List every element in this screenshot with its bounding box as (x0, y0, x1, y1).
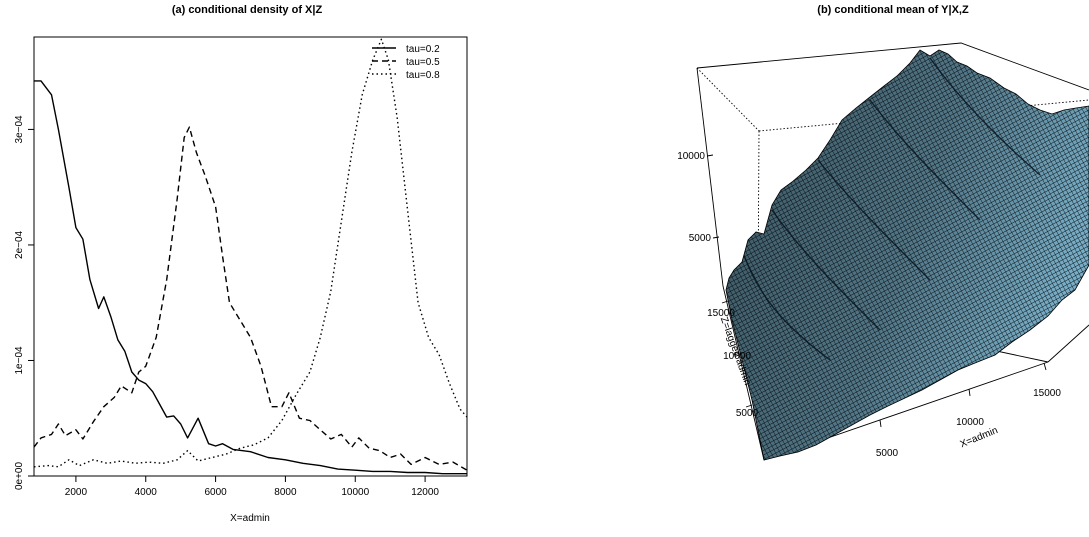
density-x-tick-label: 12000 (411, 487, 439, 498)
density-y-tick-label: 0e+00 (14, 462, 25, 491)
series-line-tau-0-5 (33, 126, 468, 471)
surface-z-ticks (706, 154, 720, 239)
surface-y-tick-label: 15000 (707, 308, 735, 319)
density-y-tick-label: 1e−04 (14, 346, 25, 375)
surface-x-ticks (879, 362, 1047, 428)
density-x-tick-label: 6000 (204, 487, 227, 498)
density-y-tick-label: 2e−04 (14, 230, 25, 259)
surface-y-ticks (721, 300, 753, 408)
density-y-tick-label: 3e−04 (14, 115, 25, 144)
surface-shading (726, 50, 1089, 460)
density-x-tick-label: 10000 (341, 487, 369, 498)
series-line-tau-0-8 (33, 38, 468, 468)
surface-x-tick-label: 5000 (876, 448, 899, 459)
surface-x-tick-label: 15000 (1033, 388, 1061, 399)
density-x-tick-label: 4000 (135, 487, 158, 498)
legend-entry: tau=0.2 (406, 44, 440, 55)
surface-x-tick-label: 10000 (956, 417, 984, 428)
series-line-tau-0-2 (34, 80, 467, 475)
surface-z-tick-label: 5000 (689, 233, 712, 244)
mean-surface-panel: (b) conditional mean of Y|X,Z (677, 4, 1089, 461)
legend-entry: tau=0.5 (406, 57, 440, 68)
density-x-ticks: 2000 4000 6000 8000 10000 12000 (65, 476, 439, 498)
legend-entry: tau=0.8 (406, 70, 440, 81)
surface-y-tick-label: 5000 (736, 408, 759, 419)
density-legend: tau=0.2 tau=0.5 tau=0.8 (372, 44, 440, 81)
density-x-tick-label: 2000 (65, 487, 88, 498)
surface-x-axis-label: X=admin (959, 425, 1000, 450)
surface-z-tick-label: 10000 (677, 151, 705, 162)
density-x-tick-label: 8000 (274, 487, 297, 498)
surface-y-tick-label: 10000 (723, 351, 751, 362)
density-y-ticks: 0e+00 1e−04 2e−04 3e−04 (14, 115, 34, 490)
density-series-lines (33, 38, 468, 475)
mean-surface-title: (b) conditional mean of Y|X,Z (817, 4, 969, 16)
density-chart-panel: (a) conditional density of X|Z 2000 4000 6… (14, 4, 468, 524)
density-x-axis-label: X=admin (230, 513, 270, 524)
density-chart-title: (a) conditional density of X|Z (172, 4, 323, 16)
surface-ridges (743, 57, 1041, 361)
density-plot-frame (33, 36, 468, 477)
